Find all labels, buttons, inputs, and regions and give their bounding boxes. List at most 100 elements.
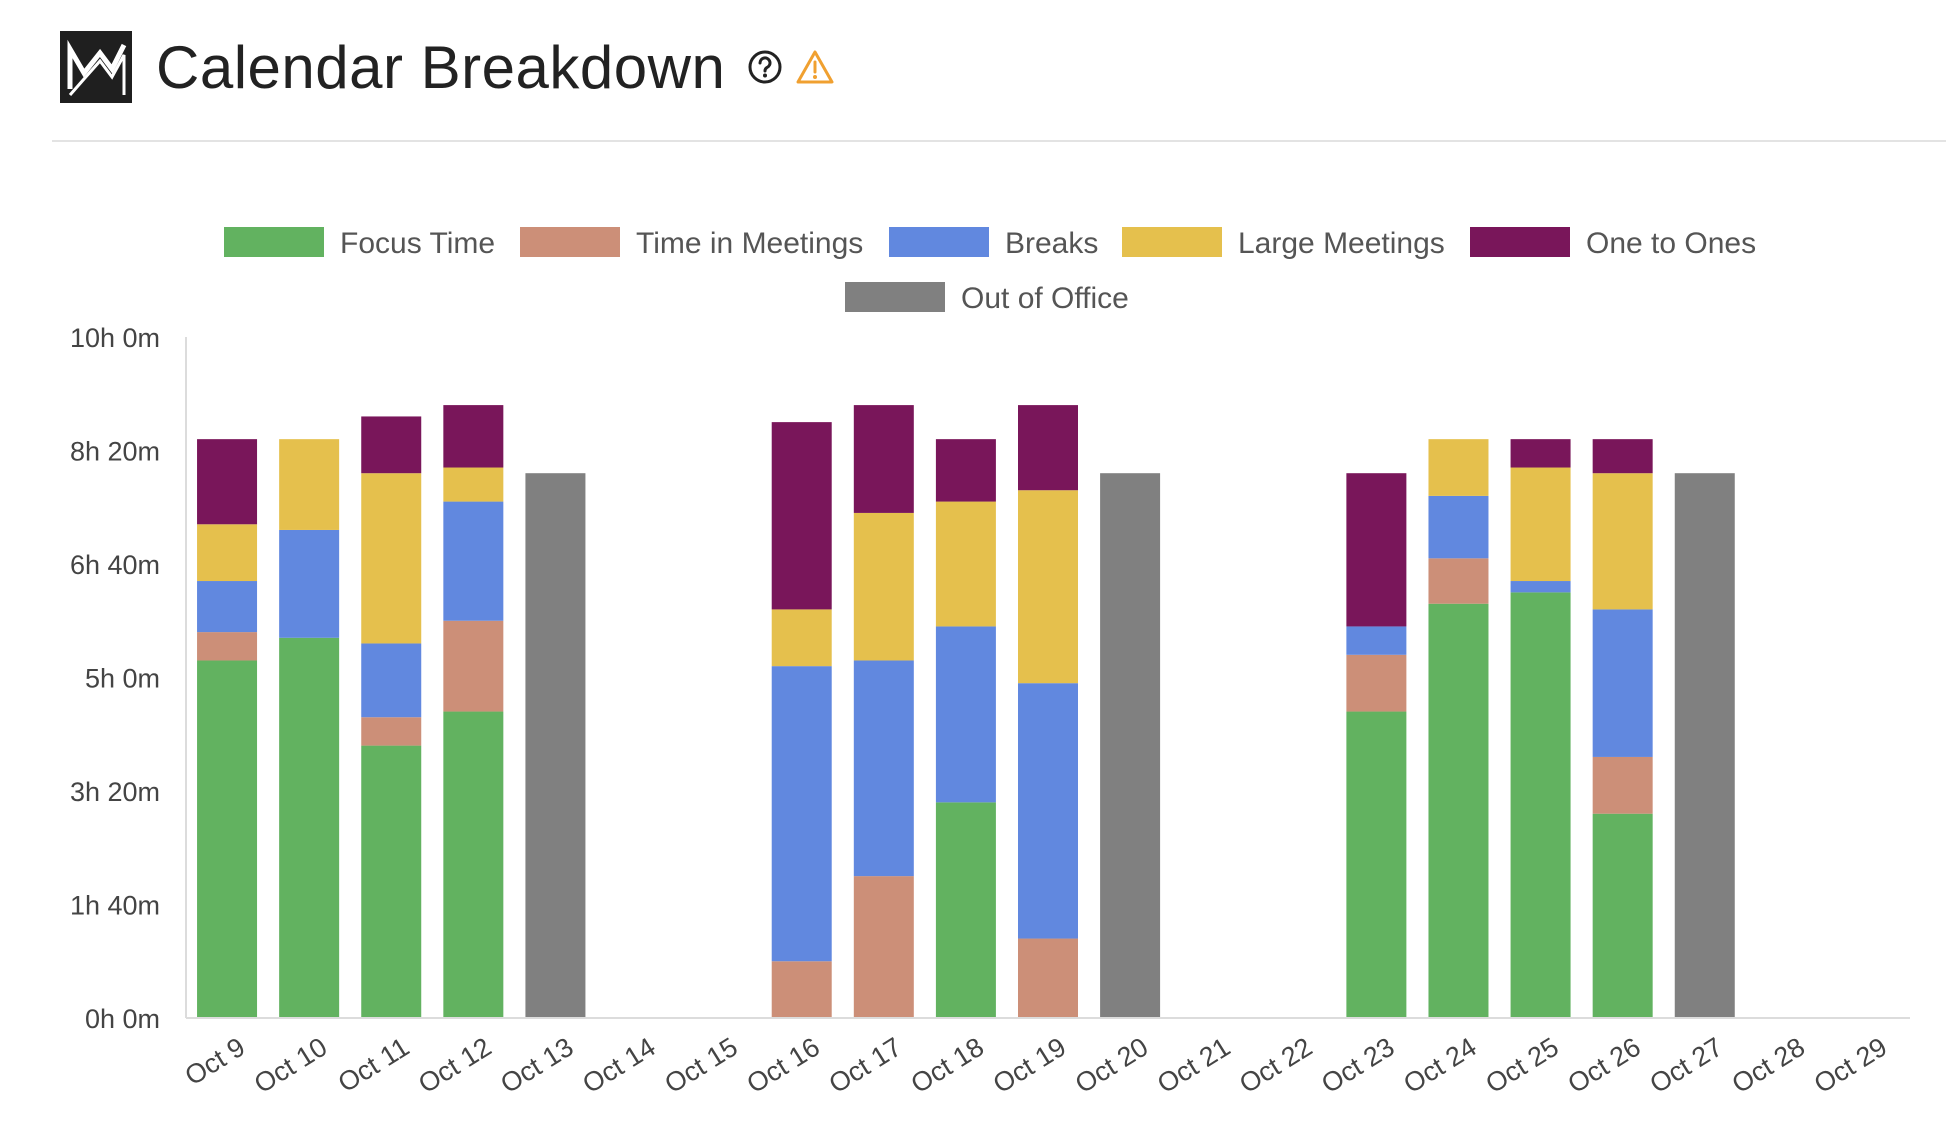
y-tick-label: 6h 40m [70,550,160,580]
y-tick-label: 1h 40m [70,891,160,921]
x-tick-label: Oct 28 [1727,1032,1810,1100]
bar-breaks-oct-19[interactable] [1018,683,1078,939]
x-tick-label: Oct 20 [1070,1032,1153,1100]
bar-large-meetings-oct-11[interactable] [361,473,422,644]
warning-triangle-icon[interactable] [795,49,835,85]
bar-breaks-oct-18[interactable] [935,626,996,803]
bar-large-meetings-oct-19[interactable] [1018,490,1078,684]
bar-large-meetings-oct-18[interactable] [935,501,996,627]
bar-focus-time-oct-26[interactable] [1592,813,1653,1018]
legend-swatch-focus-time [224,227,324,257]
bar-time-in-meetings-oct-12[interactable] [443,620,504,712]
bar-time-in-meetings-oct-9[interactable] [197,632,258,661]
chart-legend: Focus Time Time in Meetings Breaks Large Me… [224,227,1756,315]
x-tick-label: Oct 24 [1398,1032,1481,1100]
bar-out-of-office-oct-27[interactable] [1674,473,1735,1018]
bar-breaks-oct-11[interactable] [361,643,422,718]
legend-label-focus-time: Focus Time [340,227,495,260]
bar-breaks-oct-26[interactable] [1592,609,1653,757]
y-axis: 0h 0m 1h 40m 3h 20m 5h 0m 6h 40m 8h 20m 10h 0m [70,323,187,1034]
bar-time-in-meetings-oct-23[interactable] [1346,654,1407,712]
bar-time-in-meetings-oct-17[interactable] [853,876,914,1018]
legend-item-breaks[interactable]: Breaks [889,227,1098,260]
bar-breaks-oct-25[interactable] [1510,581,1571,593]
bar-large-meetings-oct-24[interactable] [1428,439,1489,496]
bar-one-to-ones-oct-23[interactable] [1346,473,1407,627]
bar-time-in-meetings-oct-26[interactable] [1592,756,1653,814]
legend-item-large-meetings[interactable]: Large Meetings [1122,227,1445,260]
bar-one-to-ones-oct-18[interactable] [935,439,996,502]
bar-large-meetings-oct-17[interactable] [853,512,914,661]
bar-large-meetings-oct-12[interactable] [443,467,504,502]
x-tick-label: Oct 17 [824,1032,907,1100]
bar-focus-time-oct-23[interactable] [1346,711,1407,1018]
x-tick-label: Oct 19 [988,1032,1071,1100]
line-chart-icon [60,31,132,103]
x-tick-label: Oct 11 [333,1032,415,1099]
bar-breaks-oct-9[interactable] [197,581,258,633]
bar-one-to-ones-oct-9[interactable] [197,439,258,525]
legend-label-out-of-office: Out of Office [961,282,1129,315]
bar-breaks-oct-17[interactable] [853,660,914,877]
x-tick-label: Oct 10 [249,1032,332,1100]
bar-large-meetings-oct-26[interactable] [1592,473,1653,610]
chart-header: Calendar Breakdown [58,22,835,112]
bar-breaks-oct-16[interactable] [771,666,832,962]
bar-large-meetings-oct-16[interactable] [771,609,832,667]
bar-breaks-oct-12[interactable] [443,501,504,621]
x-tick-label: Oct 23 [1316,1032,1399,1100]
bar-out-of-office-oct-20[interactable] [1100,473,1161,1018]
bar-focus-time-oct-24[interactable] [1428,603,1489,1018]
legend-item-out-of-office[interactable]: Out of Office [845,282,1129,315]
bar-large-meetings-oct-25[interactable] [1510,467,1571,582]
x-tick-label: Oct 16 [742,1032,825,1100]
legend-swatch-out-of-office [845,282,945,312]
bar-time-in-meetings-oct-19[interactable] [1018,938,1078,1018]
bar-focus-time-oct-10[interactable] [279,637,340,1018]
legend-item-focus-time[interactable]: Focus Time [224,227,495,260]
bar-time-in-meetings-oct-11[interactable] [361,717,422,746]
bar-out-of-office-oct-13[interactable] [525,473,586,1018]
legend-item-one-to-ones[interactable]: One to Ones [1470,227,1756,260]
x-tick-label: Oct 18 [906,1032,989,1100]
bar-breaks-oct-10[interactable] [279,529,340,638]
help-circle-icon[interactable] [747,49,783,85]
bar-focus-time-oct-25[interactable] [1510,592,1571,1018]
bar-area [197,405,1735,1018]
bar-one-to-ones-oct-25[interactable] [1510,439,1571,468]
bar-breaks-oct-23[interactable] [1346,626,1407,655]
bar-one-to-ones-oct-26[interactable] [1592,439,1653,474]
bar-focus-time-oct-12[interactable] [443,711,504,1018]
legend-swatch-breaks [889,227,989,257]
legend-label-one-to-ones: One to Ones [1586,227,1756,260]
bar-one-to-ones-oct-12[interactable] [443,405,504,468]
x-tick-label: Oct 13 [495,1032,578,1100]
bar-one-to-ones-oct-11[interactable] [361,416,422,474]
legend-item-time-in-meetings[interactable]: Time in Meetings [520,227,863,260]
x-tick-label: Oct 9 [180,1032,251,1092]
bar-one-to-ones-oct-17[interactable] [853,405,914,513]
header-divider [52,140,1946,142]
x-tick-label: Oct 27 [1645,1032,1728,1100]
bar-focus-time-oct-11[interactable] [361,745,422,1018]
legend-label-large-meetings: Large Meetings [1238,227,1445,260]
legend-swatch-one-to-ones [1470,227,1570,257]
bar-one-to-ones-oct-16[interactable] [771,422,832,610]
y-tick-label: 10h 0m [70,323,160,353]
bar-focus-time-oct-18[interactable] [935,802,996,1018]
x-tick-label: Oct 25 [1480,1032,1563,1100]
x-tick-label: Oct 12 [413,1032,496,1100]
bar-breaks-oct-24[interactable] [1428,495,1489,559]
x-tick-label: Oct 22 [1234,1032,1317,1100]
bar-large-meetings-oct-9[interactable] [197,524,258,582]
x-tick-label: Oct 29 [1809,1032,1892,1100]
bar-large-meetings-oct-10[interactable] [279,439,340,530]
bar-time-in-meetings-oct-24[interactable] [1428,558,1489,604]
bar-focus-time-oct-9[interactable] [197,660,258,1018]
bar-time-in-meetings-oct-16[interactable] [771,961,832,1018]
legend-label-breaks: Breaks [1005,227,1098,260]
x-tick-label: Oct 14 [577,1032,660,1100]
bar-one-to-ones-oct-19[interactable] [1018,405,1078,491]
